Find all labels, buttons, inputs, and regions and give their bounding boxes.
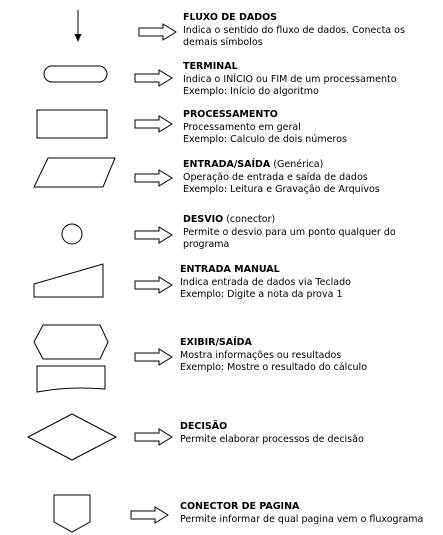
entry-description: Indica o sentido do fluxo de dados. Cone… <box>183 24 405 36</box>
entry-title-suffix: (Genérica) <box>270 159 324 170</box>
terminal-icon <box>43 65 108 83</box>
entry-title: FLUXO DE DADOS <box>183 12 278 23</box>
legend-entry: EXIBIR/SAÍDA Mostra informações ou resul… <box>180 337 367 375</box>
entry-description: Permite elaborar processos de decisão <box>180 433 364 445</box>
entry-title: ENTRADA/SAÍDA <box>183 159 271 170</box>
entry-description: Exemplo: Digite a nota da prova 1 <box>180 289 343 300</box>
entry-title: ENTRADA MANUAL <box>180 264 280 275</box>
entry-title: PROCESSAMENTO <box>183 109 278 120</box>
legend-entry: CONECTOR DE PAGINA Permite informar de q… <box>180 501 423 526</box>
legend-entry: DECISÃO Permite elaborar processos de de… <box>180 421 364 446</box>
entry-description: Exemplo: Leitura e Gravação de Arquivos <box>183 184 380 195</box>
entry-title-suffix: (conector) <box>223 214 276 225</box>
legend-entry: ENTRADA/SAÍDA (Genérica) Operação de ent… <box>183 159 380 197</box>
pointer-arrows <box>130 23 177 524</box>
pointer-arrow-icon <box>134 428 173 446</box>
entry-description: Operação de entrada e saída de dados <box>183 171 368 183</box>
pointer-arrow-icon <box>134 169 173 187</box>
pointer-arrow-icon <box>134 348 173 366</box>
entry-title: DECISÃO <box>180 421 228 432</box>
pointer-arrow-icon <box>134 69 173 87</box>
entry-description: Permite informar de qual pagina vem o fl… <box>180 513 424 525</box>
pointer-arrow-icon <box>130 506 169 524</box>
flow-arrow-icon <box>74 10 82 42</box>
page-connector-icon <box>53 494 91 533</box>
legend-entry: PROCESSAMENTO Processamento em geral Exe… <box>183 109 347 147</box>
display-output-icon <box>33 324 109 360</box>
entry-title: EXIBIR/SAÍDA <box>180 337 252 348</box>
legend-entry: DESVIO (conector) Permite o desvio para … <box>183 214 396 252</box>
pointer-arrow-icon <box>134 226 173 244</box>
legend-entry: FLUXO DE DADOS Indica o sentido do fluxo… <box>183 12 405 50</box>
entry-description: Exemplo: Início do algoritmo <box>183 86 319 97</box>
process-icon <box>36 109 108 139</box>
entry-description: Permite o desvio para um ponto qualquer … <box>183 226 396 238</box>
entry-title: DESVIO <box>183 214 224 225</box>
legend-entry: ENTRADA MANUAL Indica entrada de dados v… <box>180 264 351 302</box>
entry-description: programa <box>183 239 230 250</box>
pointer-arrow-icon <box>134 276 173 294</box>
entry-description: Processamento em geral <box>183 121 301 133</box>
connector-icon <box>61 223 83 245</box>
entry-description: Mostra informações ou resultados <box>180 349 342 361</box>
legend-entry: TERMINAL Indica o INÍCIO ou FIM de um pr… <box>183 61 397 99</box>
entry-description: Indica entrada de dados via Teclado <box>180 276 351 288</box>
entry-title: CONECTOR DE PAGINA <box>180 501 300 512</box>
entry-description: Exemplo: Mostre o resultado do cálculo <box>180 362 368 373</box>
entry-description: demais símbolos <box>183 37 263 48</box>
entry-description: Exemplo: Calculo de dois números <box>183 134 347 145</box>
decision-icon <box>26 413 118 461</box>
pointer-arrow-icon <box>134 115 173 133</box>
document-icon <box>36 365 106 393</box>
manual-input-icon <box>33 263 104 298</box>
entry-description: Indica o INÍCIO ou FIM de um processamen… <box>183 73 397 85</box>
entry-title: TERMINAL <box>183 61 238 72</box>
pointer-arrow-icon <box>138 23 177 41</box>
input-output-icon <box>33 157 116 188</box>
